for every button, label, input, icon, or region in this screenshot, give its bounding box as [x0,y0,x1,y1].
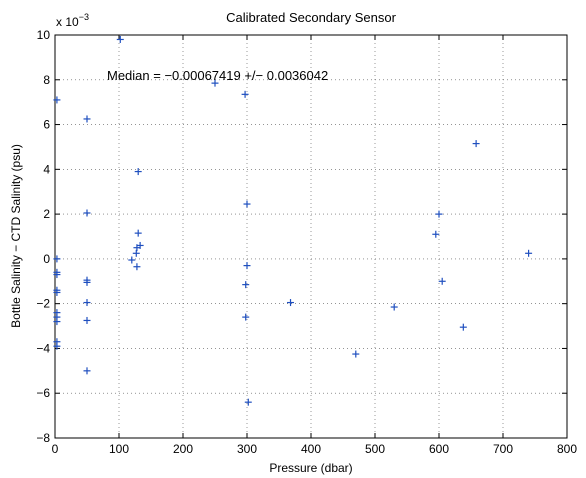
y-tick-label-7: 6 [43,118,50,132]
data-point-10 [53,342,61,350]
data-point-29 [242,313,250,321]
data-point-18 [116,35,124,43]
y-tick-label-8: 8 [43,73,50,87]
x-tick-label-4: 400 [301,442,321,456]
x-tick-label-7: 700 [493,442,513,456]
x-tick-label-5: 500 [365,442,385,456]
data-point-22 [133,263,141,271]
data-point-26 [211,79,219,87]
x-tick-label-1: 100 [109,442,129,456]
y-axis-label: Bottle Salinity − CTD Salinity (psu) [9,144,23,328]
x-tick-label-8: 800 [557,442,577,456]
grid-lines [55,35,567,438]
data-point-1 [53,255,61,263]
data-point-41 [525,249,533,257]
data-point-32 [244,398,252,406]
data-point-28 [242,281,250,289]
data-point-12 [83,209,91,217]
data-point-11 [83,115,91,123]
y-tick-label-0: −8 [36,431,50,445]
data-point-3 [53,271,61,279]
data-point-39 [459,323,467,331]
chart-title: Calibrated Secondary Sensor [226,10,396,25]
data-point-0 [53,96,61,104]
y-tick-label-9: 10 [37,28,51,42]
data-point-5 [53,288,61,296]
data-point-16 [83,316,91,324]
y-tick-label-3: −2 [36,297,50,311]
data-point-36 [432,230,440,238]
median-annotation: Median = −0.00067419 +/− 0.0036042 [107,68,328,83]
x-tick-label-6: 600 [429,442,449,456]
y-multiplier-exponent: −3 [79,12,89,22]
y-tick-label-5: 2 [43,207,50,221]
x-tick-label-3: 300 [237,442,257,456]
data-point-20 [132,249,140,257]
data-point-14 [83,278,91,286]
y-tick-label-4: 0 [43,252,50,266]
data-point-34 [352,350,360,358]
data-point-40 [472,140,480,148]
data-point-37 [435,210,443,218]
y-multiplier: x 10−3 [56,12,89,29]
data-point-19 [128,256,136,264]
data-point-27 [241,90,249,98]
x-tick-label-2: 200 [173,442,193,456]
x-axis-label: Pressure (dbar) [269,461,352,475]
data-point-35 [390,303,398,311]
y-tick-label-6: 4 [43,162,50,176]
data-point-31 [243,262,251,270]
data-point-33 [287,299,295,307]
data-point-8 [53,318,61,326]
data-point-23 [134,168,142,176]
data-point-15 [83,299,91,307]
data-point-17 [83,367,91,375]
y-tick-label-1: −6 [36,386,50,400]
plot-frame [54,34,568,439]
data-point-38 [438,277,446,285]
data-point-24 [134,229,142,237]
x-tick-label-0: 0 [52,442,59,456]
data-point-25 [136,241,144,249]
y-multiplier-base: x 10 [56,15,79,29]
y-tick-label-2: −4 [36,341,50,355]
data-points [53,35,533,406]
x-axis-ticks: 0 100 200 300 400 500 600 700 800 [52,35,577,456]
data-point-30 [243,200,251,208]
